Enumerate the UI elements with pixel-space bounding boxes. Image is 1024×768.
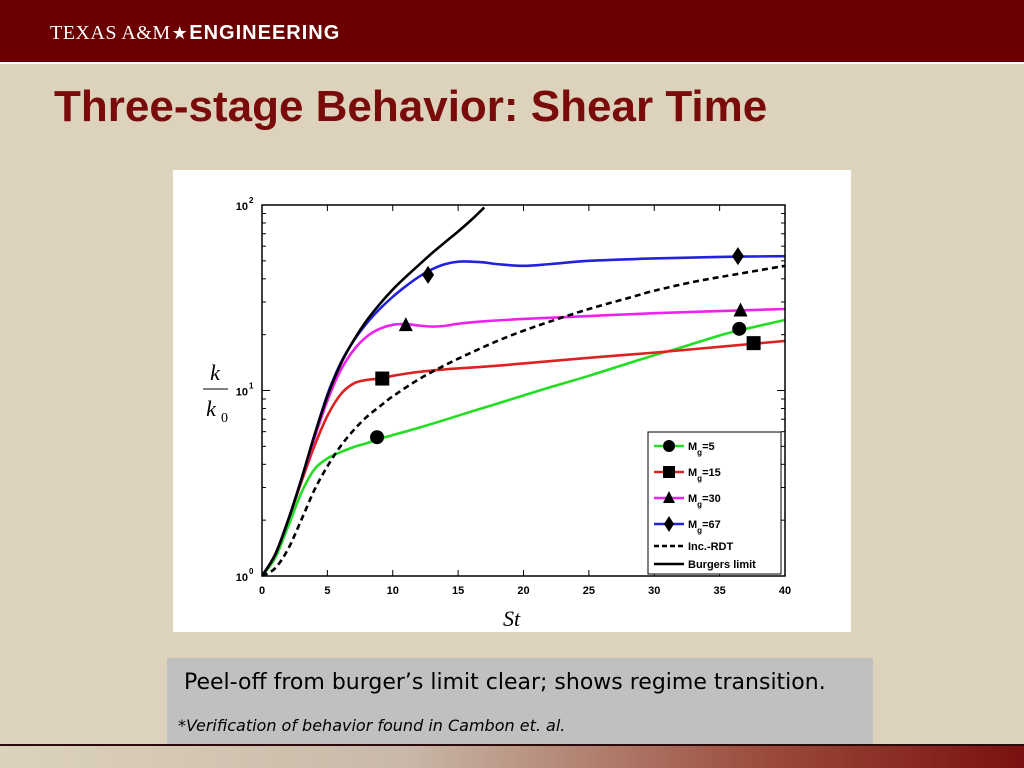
x-tick-label: 30 — [648, 585, 660, 597]
x-tick-label: 40 — [779, 585, 791, 597]
header-bar: TEXAS A&M★ENGINEERING — [0, 0, 1024, 64]
star-icon: ★ — [171, 23, 189, 44]
header-divider — [0, 62, 1024, 64]
series-marker-2 — [733, 302, 748, 317]
x-tick-label: 15 — [452, 585, 464, 597]
legend-label-3: Mg=67 — [688, 519, 721, 535]
legend-marker-2 — [663, 491, 675, 503]
legend-label-5: Burgers limit — [688, 559, 756, 571]
series-marker-2 — [398, 317, 413, 332]
legend-label-0: Mg=5 — [688, 441, 715, 457]
series-marker-3 — [731, 247, 744, 266]
series-line-0 — [262, 318, 785, 576]
legend-marker-0 — [663, 440, 675, 452]
footnote-text: Verification of behavior found in Cambon… — [186, 716, 566, 735]
brand-texas-am: TEXAS A&M — [50, 22, 171, 44]
legend-marker-3 — [664, 516, 674, 532]
legend-label-2: Mg=30 — [688, 493, 721, 509]
y-tick-exponent: 2 — [249, 196, 254, 205]
slide-title: Three-stage Behavior: Shear Time — [54, 82, 768, 131]
series-marker-1 — [375, 371, 390, 386]
footnote: *Verification of behavior found in Cambo… — [178, 716, 565, 735]
footnote-asterisk: * — [178, 716, 186, 735]
plot-frame — [261, 204, 786, 577]
y-tick-label: 10 — [236, 387, 248, 399]
chart-panel: 0 5 10 15 20 25 30 35 40 10 0 10 1 10 2 St k k 0 Mg=5 Mg=15 M… — [173, 170, 851, 632]
legend-label-4: Inc.-RDT — [688, 541, 734, 553]
y-axis-label-subscript: 0 — [221, 411, 228, 426]
y-axis-label-denominator: k — [206, 396, 217, 421]
brand-logo: TEXAS A&M★ENGINEERING — [50, 22, 340, 45]
series-line-5 — [262, 206, 486, 576]
series-marker-3 — [422, 265, 435, 284]
caption-box: Peel-off from burger’s limit clear; show… — [167, 658, 873, 744]
x-tick-label: 20 — [517, 585, 529, 597]
footer-rule — [0, 744, 1024, 746]
series-marker-0 — [370, 430, 385, 445]
series-line-4 — [262, 264, 785, 576]
legend-box — [647, 431, 782, 575]
series-marker-1 — [746, 336, 761, 351]
caption-text: Peel-off from burger’s limit clear; show… — [184, 670, 826, 695]
x-tick-label: 35 — [714, 585, 726, 597]
series-marker-0 — [732, 321, 747, 336]
x-tick-label: 25 — [583, 585, 595, 597]
x-axis-label: St — [503, 606, 521, 631]
footer-band — [0, 746, 1024, 768]
y-tick-label: 10 — [236, 572, 248, 584]
x-tick-label: 0 — [259, 585, 265, 597]
y-axis-label-numerator: k — [210, 360, 221, 385]
legend-label-1: Mg=15 — [688, 467, 721, 483]
y-tick-exponent: 1 — [249, 382, 254, 391]
x-tick-label: 5 — [324, 585, 330, 597]
y-tick-label: 10 — [236, 201, 248, 213]
brand-engineering: ENGINEERING — [189, 22, 341, 44]
legend-marker-1 — [663, 466, 675, 478]
x-tick-label: 10 — [387, 585, 399, 597]
y-tick-exponent: 0 — [249, 567, 254, 576]
